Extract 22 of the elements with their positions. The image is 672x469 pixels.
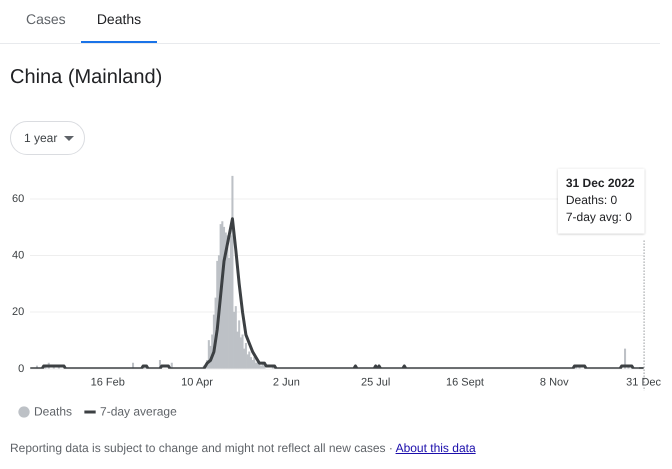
text: Reporting data is subject to change and might not reflect all new cases · [10,441,393,455]
x-tick-label: 31 Dec [626,376,662,388]
annotation: Deaths: 0 [566,192,618,207]
x-tick-label: 8 Nov [540,376,570,388]
annotation: 7-day avg: 0 [566,210,632,224]
y-tick-label: 0 [18,362,24,375]
y-tick-label: 20 [12,306,24,318]
text: 1 year [24,131,58,145]
text: Deaths [96,11,142,27]
y-tick-label: 40 [12,250,24,262]
x-tick-label: 25 Jul [360,376,390,388]
annotation: 31 Dec 2022 [566,176,635,190]
chart-title: China (Mainland) [10,66,162,89]
x-tick-label: 2 Jun [272,376,300,388]
x-tick-label: 10 Apr [181,376,214,388]
legend-label: 7-day average [100,404,178,418]
y-tick-label: 60 [12,192,24,205]
legend-label: Deaths [34,404,72,418]
text: About this data [396,441,476,455]
text: Cases [26,11,66,27]
x-tick-label: 16 Sept [446,376,484,388]
x-tick-label: 16 Feb [90,376,125,388]
